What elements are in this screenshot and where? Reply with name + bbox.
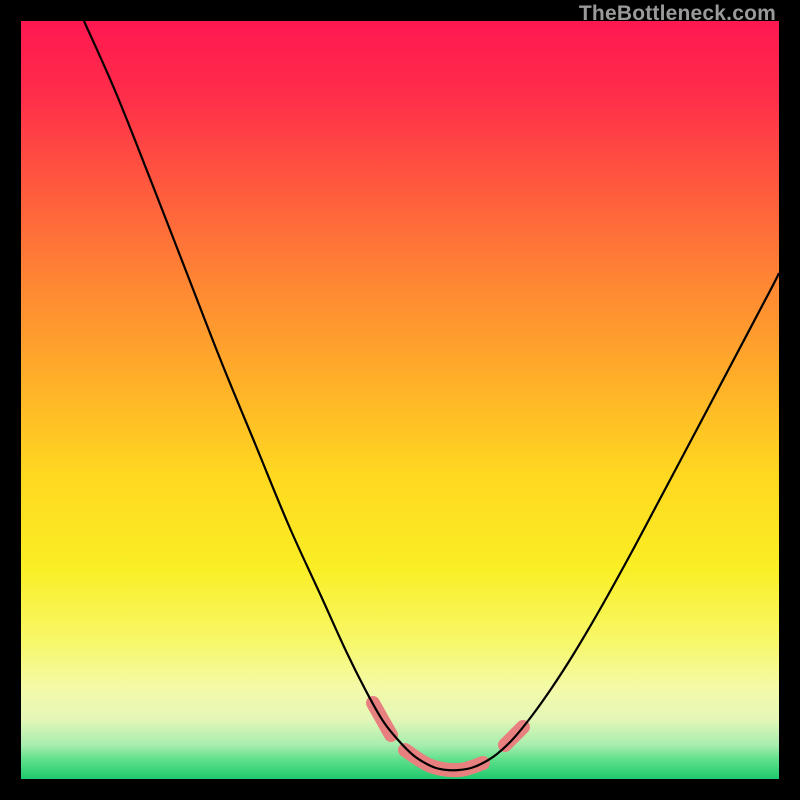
- chart-frame: TheBottleneck.com: [0, 0, 800, 800]
- plot-area: [21, 21, 779, 779]
- bottleneck-curve: [84, 21, 779, 770]
- curve-layer: [21, 21, 779, 779]
- watermark-text: TheBottleneck.com: [579, 2, 776, 26]
